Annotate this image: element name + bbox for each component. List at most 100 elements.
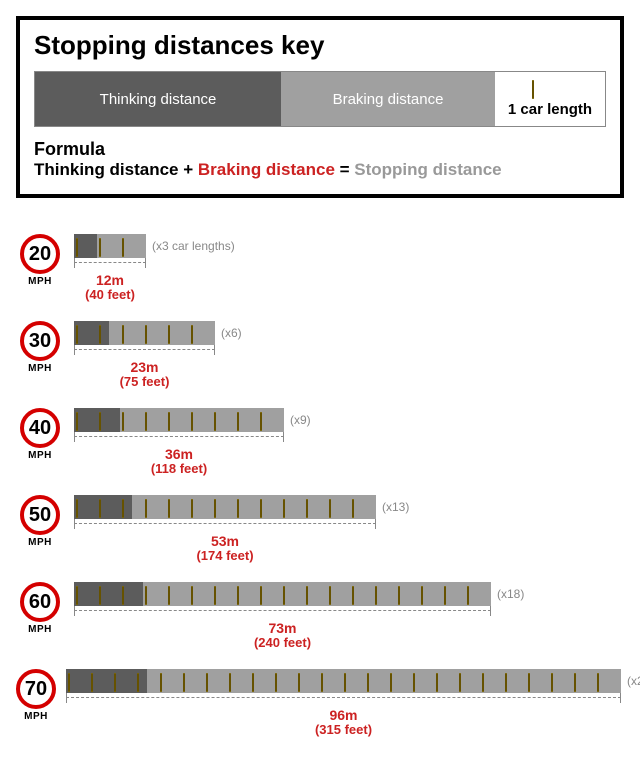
speed-column: 30MPH: [16, 321, 64, 374]
distance-labels: 36m(118 feet): [74, 446, 284, 477]
mph-label: MPH: [16, 537, 64, 548]
car-icon: [76, 500, 98, 514]
car-icon: [191, 326, 213, 340]
car-icon: [375, 587, 397, 601]
key-title: Stopping distances key: [34, 30, 606, 61]
speed-sign: 60: [20, 582, 60, 622]
car-icon: [352, 500, 374, 514]
car-icon: [597, 674, 619, 688]
stopping-row: 30MPH (x6) 23m(75 feet): [16, 321, 624, 390]
car-icon: [413, 674, 435, 688]
car-icon: [145, 500, 167, 514]
car-icon: [168, 326, 190, 340]
car-icon: [114, 674, 136, 688]
distance-meters: 12m: [74, 272, 146, 288]
mph-label: MPH: [16, 450, 64, 461]
car-count-label: (x3 car lengths): [152, 239, 235, 253]
speed-sign: 40: [20, 408, 60, 448]
formula-braking: Braking distance: [198, 160, 335, 179]
dimension-line: [74, 436, 284, 446]
legend-thinking: Thinking distance: [35, 72, 281, 126]
car-count-label: (x6): [221, 326, 242, 340]
car-icon: [68, 674, 90, 688]
legend-car-length-label: 1 car length: [508, 101, 592, 118]
car-icon: [122, 326, 144, 340]
dimension-line: [74, 523, 376, 533]
car-icon: [145, 326, 167, 340]
distance-labels: 12m(40 feet): [74, 272, 146, 303]
car-icon: [122, 413, 144, 427]
distance-bar: [74, 582, 491, 606]
cars-layer: [74, 495, 376, 519]
bar-wrap: (x24): [66, 669, 640, 693]
cars-layer: [74, 234, 146, 258]
car-icon: [183, 674, 205, 688]
car-icon: [237, 413, 259, 427]
car-icon: [321, 674, 343, 688]
vis-column: (x3 car lengths) 12m(40 feet): [74, 234, 624, 303]
car-count-label: (x18): [497, 587, 524, 601]
car-icon: [298, 674, 320, 688]
stopping-row: 70MPH(x24)96m(315 feet): [16, 669, 624, 738]
key-panel: Stopping distances key Thinking distance…: [16, 16, 624, 198]
mph-label: MPH: [16, 276, 64, 287]
dimension-line: [74, 349, 215, 359]
cars-layer: [74, 582, 491, 606]
car-icon: [76, 239, 98, 253]
car-icon: [229, 674, 251, 688]
car-icon: [99, 413, 121, 427]
distance-meters: 96m: [66, 707, 621, 723]
car-icon: [252, 674, 274, 688]
car-icon: [99, 500, 121, 514]
car-icon: [482, 674, 504, 688]
car-icon: [367, 674, 389, 688]
cars-layer: [74, 321, 215, 345]
car-icon: [551, 674, 573, 688]
cars-layer: [74, 408, 284, 432]
speed-sign: 50: [20, 495, 60, 535]
car-icon: [421, 587, 443, 601]
speed-column: 70MPH: [16, 669, 56, 722]
distance-feet: (315 feet): [66, 723, 621, 738]
distance-meters: 53m: [74, 533, 376, 549]
car-icon: [574, 674, 596, 688]
car-icon: [76, 413, 98, 427]
car-icon: [260, 500, 282, 514]
formula-line: Thinking distance + Braking distance = S…: [34, 160, 606, 180]
bar-wrap: (x18): [74, 582, 624, 606]
car-icon: [191, 500, 213, 514]
distance-feet: (118 feet): [74, 462, 284, 477]
distance-feet: (240 feet): [74, 636, 491, 651]
stopping-row: 20 MPH (x3 car lengths) 12m(40 feet): [16, 234, 624, 303]
car-count-label: (x24): [627, 674, 640, 688]
car-icon: [436, 674, 458, 688]
car-icon: [191, 413, 213, 427]
speed-column: 20 MPH: [16, 234, 64, 287]
car-icon: [145, 587, 167, 601]
car-icon: [459, 674, 481, 688]
car-icon: [398, 587, 420, 601]
car-icon: [76, 587, 98, 601]
car-icon: [122, 500, 144, 514]
car-icon: [160, 674, 182, 688]
car-icon: [390, 674, 412, 688]
stopping-row: 60MPH(x18)73m(240 feet): [16, 582, 624, 651]
car-icon: [344, 674, 366, 688]
distance-labels: 23m(75 feet): [74, 359, 215, 390]
car-icon: [76, 326, 98, 340]
bar-wrap: (x13): [74, 495, 624, 519]
car-icon: [145, 413, 167, 427]
distance-labels: 53m(174 feet): [74, 533, 376, 564]
car-icon: [260, 413, 282, 427]
car-icon: [444, 587, 466, 601]
car-icon: [99, 239, 121, 253]
distance-bar: [74, 408, 284, 432]
speed-sign: 30: [20, 321, 60, 361]
speed-sign: 20: [20, 234, 60, 274]
formula-stopping: Stopping distance: [354, 160, 501, 179]
car-icon: [99, 326, 121, 340]
car-icon: [91, 674, 113, 688]
dimension-line: [66, 697, 621, 707]
distance-bar: [66, 669, 621, 693]
car-count-label: (x9): [290, 413, 311, 427]
